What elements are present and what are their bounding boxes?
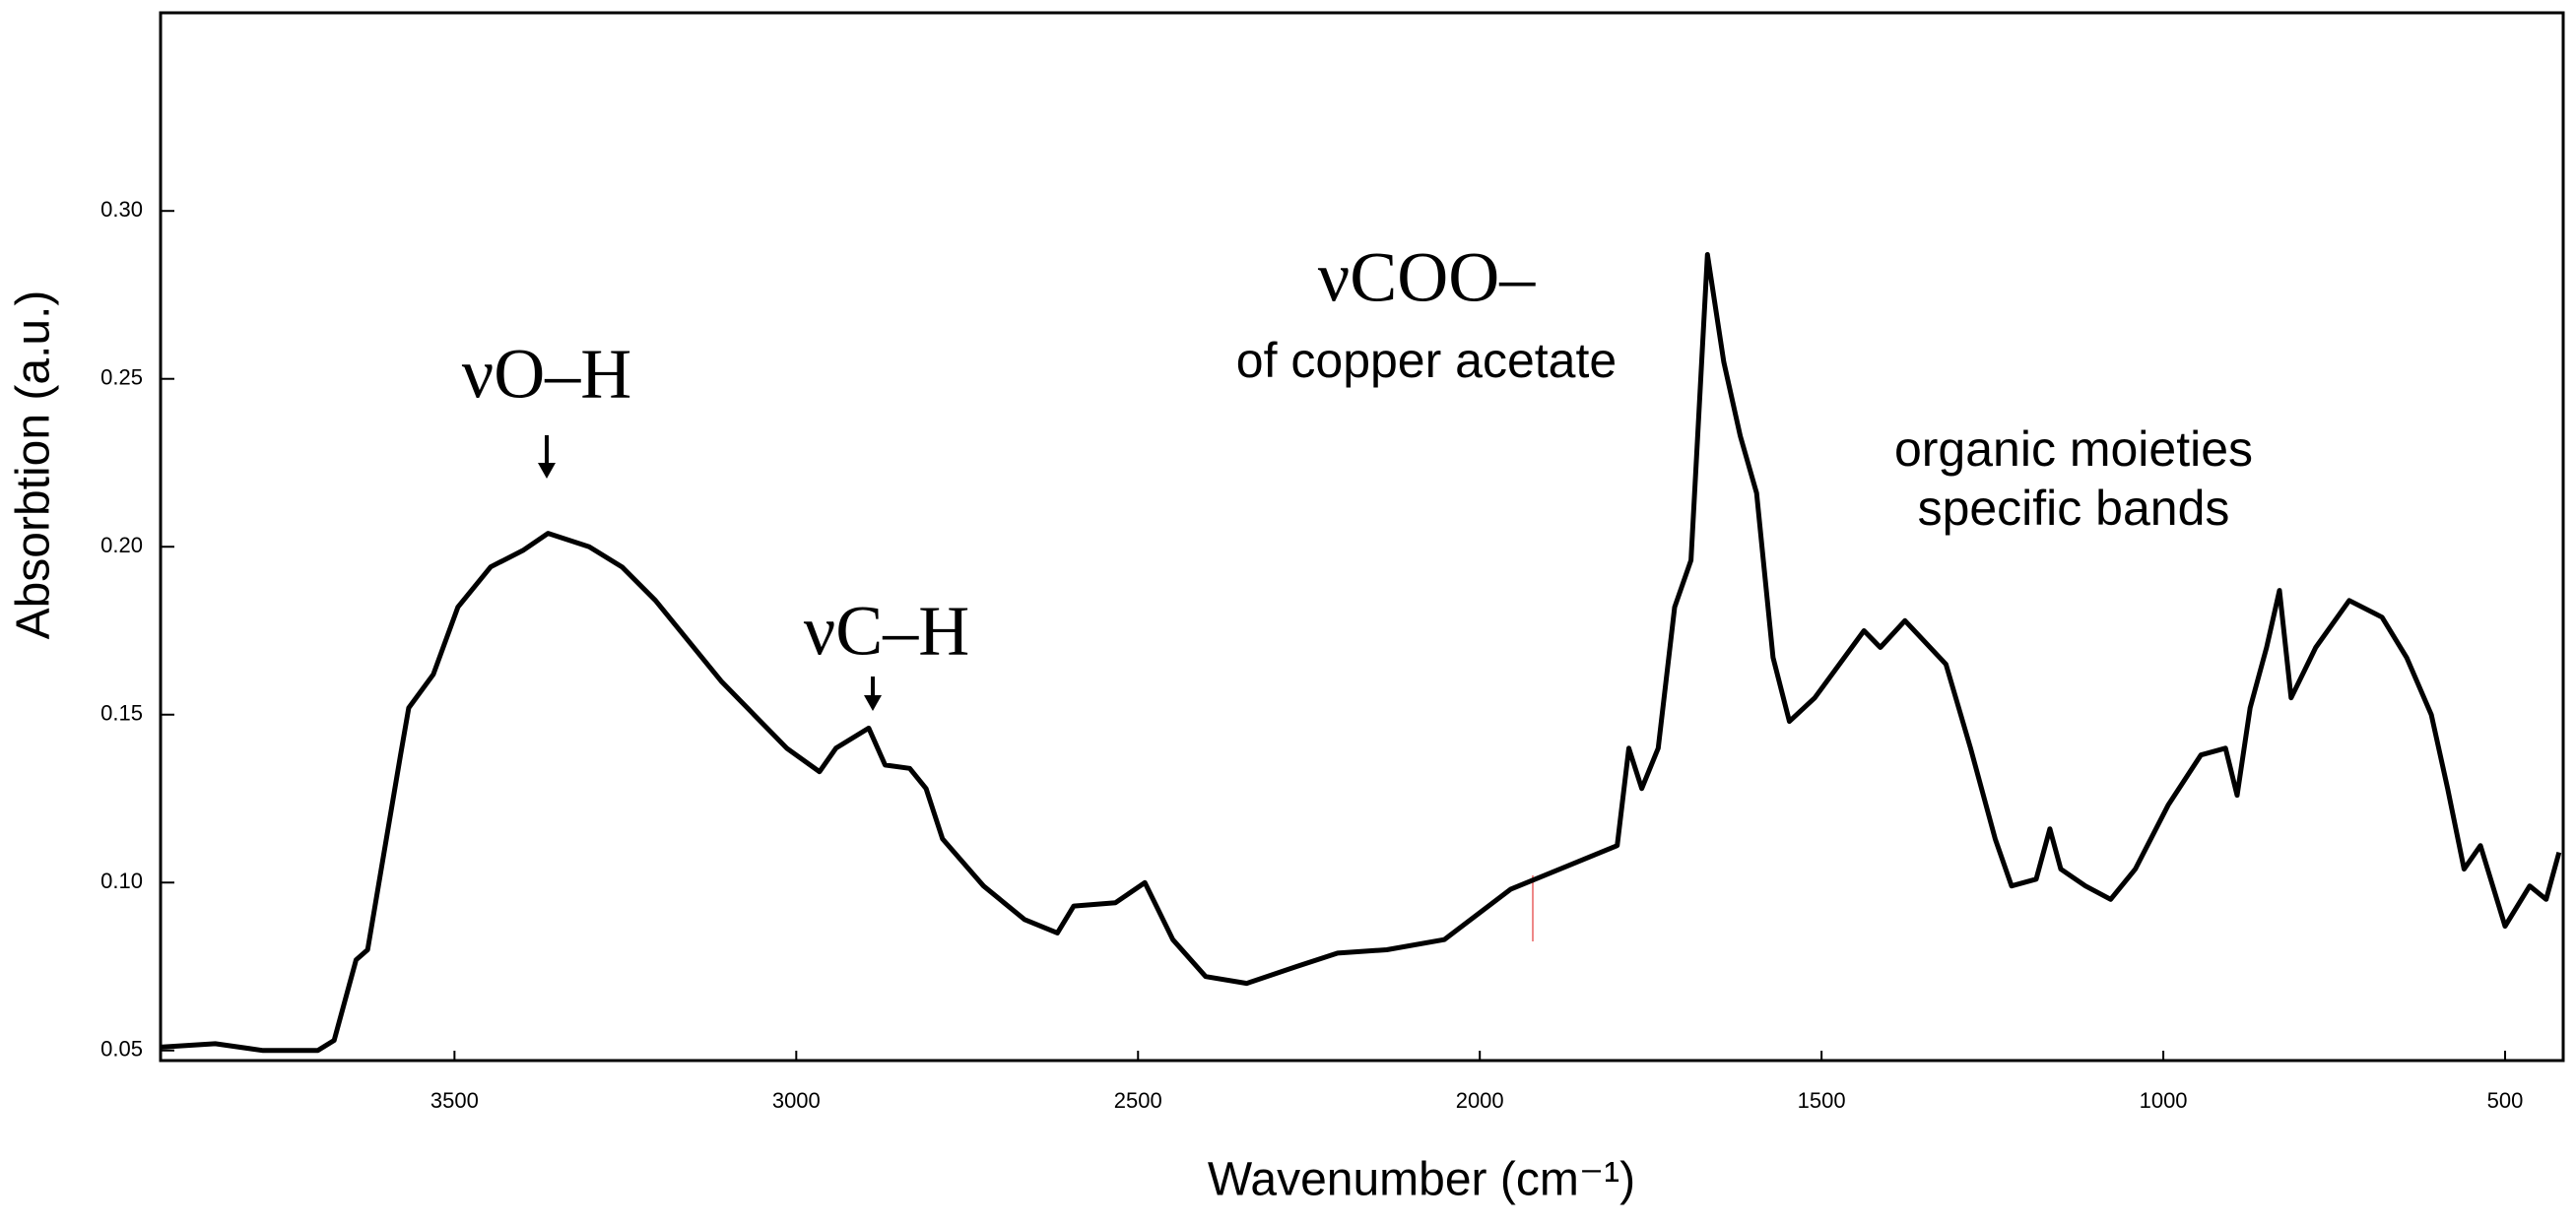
x-tick-label: 3000 <box>772 1088 821 1113</box>
annotation: of copper acetate <box>1236 333 1617 388</box>
x-tick-label: 3500 <box>430 1088 479 1113</box>
x-tick-label: 2000 <box>1456 1088 1504 1113</box>
annotation: organic moieties <box>1894 421 2253 477</box>
annotation-arrows <box>538 435 882 711</box>
annotation: νCOO– <box>1318 238 1537 317</box>
y-tick-label: 0.20 <box>100 533 143 557</box>
y-tick-label: 0.05 <box>100 1037 143 1062</box>
y-tick-label: 0.10 <box>100 869 143 893</box>
arrow-head <box>864 695 882 711</box>
y-tick-label: 0.15 <box>100 701 143 726</box>
y-tick-label: 0.30 <box>100 197 143 222</box>
x-tick-label: 1500 <box>1798 1088 1846 1113</box>
y-axis-label: Absorbtion (a.u.) <box>8 290 60 640</box>
annotation: νC–H <box>804 592 970 671</box>
x-tick-label: 1000 <box>2140 1088 2188 1113</box>
x-tick-label: 500 <box>2487 1088 2524 1113</box>
arrow-head <box>538 463 556 479</box>
x-tick-label: 2500 <box>1114 1088 1162 1113</box>
annotation: specific bands <box>1918 481 2230 536</box>
x-axis-label: Wavenumber (cm⁻¹) <box>1208 1154 1635 1206</box>
annotation: νO–H <box>462 335 632 414</box>
y-tick-label: 0.25 <box>100 365 143 390</box>
plot-frame <box>159 11 2565 1063</box>
spectrum-line <box>160 252 2562 1054</box>
